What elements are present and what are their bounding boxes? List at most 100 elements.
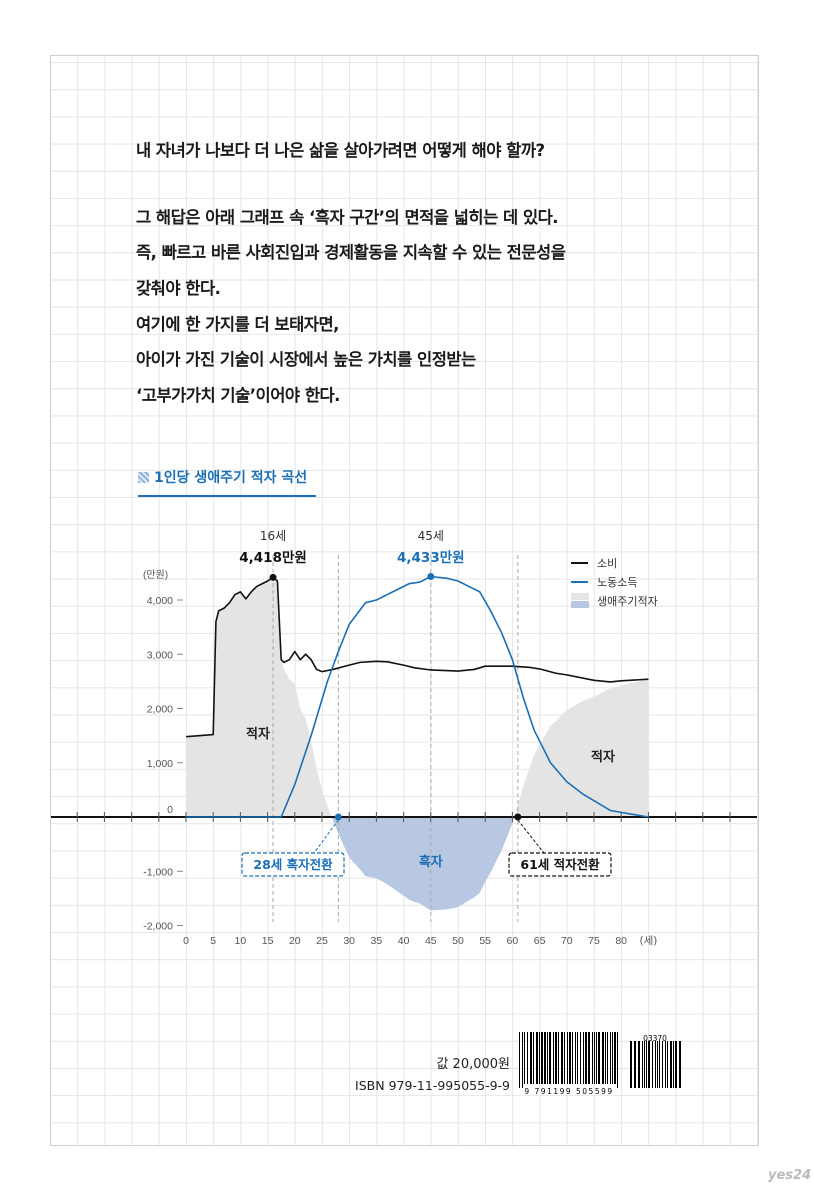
barcode-bar [527,1032,528,1084]
addon-barcode-bar [630,1041,632,1088]
addon-barcode-bar [667,1041,668,1088]
y-tick-label: 4,000 [147,595,173,607]
x-tick-label: 15 [262,935,274,947]
deficit-label-young: 적자 [246,726,270,742]
addon-barcode-bar [634,1041,636,1088]
barcode-bar [592,1032,593,1084]
peak-age-label: 16세 [260,529,286,543]
barcode-bar [544,1032,546,1084]
barcode-bar [569,1032,571,1084]
consumption-line [185,576,649,738]
crossing-label: 61세 적자전환 [520,857,600,872]
addon-barcode-bar [655,1041,656,1088]
barcode-bar [524,1032,525,1084]
barcode-bar [522,1032,523,1088]
text-line-1: 내 자녀가 나보다 더 나은 삶을 살아가려면 어떻게 해야 할까? [136,141,545,160]
addon-digits: 03370 [643,1034,667,1043]
barcode-bar [561,1032,563,1084]
x-tick-label: 45 [425,935,437,947]
barcode-bar [547,1032,548,1084]
x-tick-label: 80 [615,935,627,947]
x-tick-label: 55 [479,935,491,947]
y-tick-label: 3,000 [147,649,173,661]
barcode-bar [610,1032,611,1084]
legend-label: 노동소득 [597,576,637,589]
surplus-area [186,817,649,911]
barcode-bar [585,1032,587,1084]
x-tick-label: 75 [588,935,600,947]
barcode-bar [577,1032,578,1084]
barcode-bar [596,1032,597,1084]
barcode-bar [533,1032,534,1084]
x-tick-label: 65 [534,935,546,947]
barcode-bar [605,1032,606,1084]
barcode-bar [549,1032,551,1084]
x-tick-label: 10 [235,935,247,947]
barcode-bar [617,1032,618,1088]
surplus-label: 흑자 [419,854,443,870]
barcode-bar [519,1032,520,1088]
barcode-bar [553,1032,554,1084]
y-tick-label: -1,000 [143,866,173,878]
crossing-marker [334,813,342,821]
addon-barcode-bar [642,1041,643,1088]
crossing-marker [514,813,522,821]
y-tick-label: 1,000 [147,758,173,770]
isbn: ISBN 979-11-995055-9-9 [355,1078,510,1093]
y-tick-label: -2,000 [143,921,173,933]
price: 값 20,000원 [436,1057,510,1072]
barcode-bar [607,1032,608,1084]
barcode-bar [536,1032,538,1084]
addon-barcode-bar [644,1041,645,1088]
text-line-6: 아이가 가진 기술이 시장에서 높은 가치를 인정받는 [136,350,476,369]
addon-barcode-bar [646,1041,647,1088]
addon-barcode-bar [652,1041,653,1088]
crossing-box [508,852,612,877]
barcode-bar [588,1032,590,1084]
barcode-bar [558,1032,559,1084]
chart-title-text: 1인당 생애주기 적자 곡선 [154,470,308,486]
x-tick-label: 0 [183,935,189,947]
barcode-bar [575,1032,576,1084]
legend-swatch [571,601,589,608]
legend-label: 소비 [597,557,617,570]
deficit-label-old: 적자 [591,749,615,765]
x-axis-unit: (세) [639,935,657,947]
peak-age-label: 45세 [418,529,444,543]
barcode-bar [539,1032,540,1084]
legend-swatch [571,593,589,600]
barcode-bar [567,1032,568,1084]
deficit-area [186,577,649,817]
barcode-bar [594,1032,595,1084]
addon-barcode-bar [673,1041,674,1088]
x-tick-label: 5 [210,935,216,947]
x-tick-label: 25 [316,935,328,947]
crossing-box [241,852,345,877]
x-tick-label: 20 [289,935,301,947]
barcode-bar [614,1032,616,1084]
barcode-bar [583,1032,584,1084]
peak-marker [427,573,435,581]
book-back-cover [50,55,759,1146]
barcode-bar [598,1032,600,1084]
x-tick-label: 30 [343,935,355,947]
text-line-2: 그 해답은 아래 그래프 속 ‘흑자 구간’의 면적을 넓히는 데 있다. [136,208,559,227]
barcode-bar [564,1032,565,1084]
crossing-leader [313,819,339,854]
chart-title: 1인당 생애주기 적자 곡선 [138,467,316,497]
barcode-bar [602,1032,604,1084]
x-tick-label: 60 [507,935,519,947]
barcode-bar [580,1032,581,1084]
addon-barcode-bar [679,1041,681,1088]
addon-barcode-bar [659,1041,660,1088]
labor-income-line [186,575,649,818]
barcode-bar [612,1032,613,1084]
barcode-bar [555,1032,557,1084]
x-tick-label: 70 [561,935,573,947]
crossing-label: 28세 흑자전환 [253,857,333,872]
y-tick-label: 0 [167,804,173,816]
x-tick-label: 40 [398,935,410,947]
hatched-square-icon [138,472,149,483]
legend-label: 생애주기적자 [597,595,658,608]
